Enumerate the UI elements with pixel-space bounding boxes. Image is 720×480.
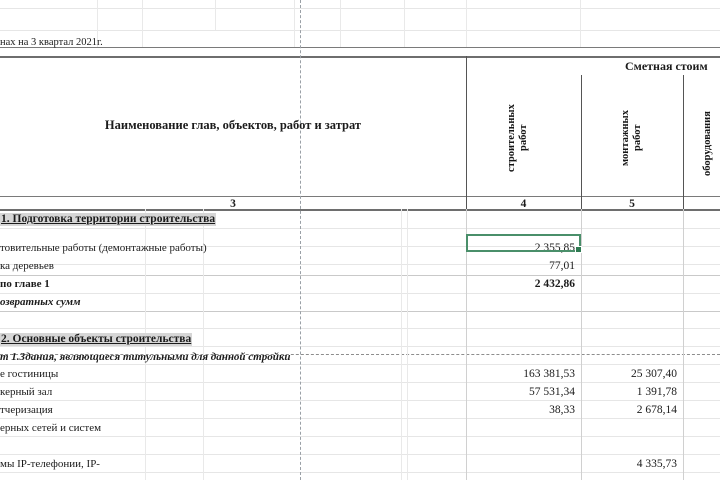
cell-construction-cost[interactable]: 163 381,53 — [523, 368, 575, 380]
cell-construction-cost[interactable]: 2 432,86 — [534, 278, 575, 290]
table-row-label: керный зал — [0, 386, 53, 398]
col4-left-border-body — [466, 209, 467, 480]
table-row-label: мы IP-телефонии, IP- — [0, 458, 100, 470]
cell-construction-cost[interactable]: 77,01 — [549, 260, 575, 272]
table-top-border — [0, 56, 720, 58]
grid-vline — [466, 0, 467, 47]
table-row-label: е гостиницы — [0, 368, 59, 380]
grid-hline — [0, 346, 720, 347]
vheader-line1: строительных — [506, 104, 517, 172]
cell-installation-cost[interactable]: 25 307,40 — [631, 368, 677, 380]
grid-vline — [203, 209, 204, 480]
col5-left-border — [581, 75, 582, 209]
page-break-horizontal — [0, 354, 720, 355]
grid-hline — [0, 8, 720, 9]
table-row-label: товительные работы (демонтажные работы) — [0, 242, 207, 254]
grid-vline — [142, 0, 143, 47]
grid-vline — [340, 0, 341, 47]
chapter-row-1: 1. Подготовка территории строительства — [0, 213, 217, 226]
page-break-vertical — [300, 0, 301, 480]
cell-installation-cost[interactable]: 2 678,14 — [636, 404, 677, 416]
cell-construction-cost[interactable]: 57 531,34 — [529, 386, 575, 398]
price-level-note: нах на 3 квартал 2021г. — [0, 37, 103, 48]
vheader-line1: монтажных — [620, 110, 631, 166]
grid-hline — [0, 264, 720, 265]
vheader-construction-works: строительных работ — [506, 88, 540, 188]
grid-hline — [0, 311, 720, 312]
grid-hline — [0, 47, 720, 48]
colnum-bottom-border — [0, 209, 720, 211]
column-number-installation: 5 — [629, 198, 635, 210]
cell-installation-cost[interactable]: 1 391,78 — [636, 386, 677, 398]
grid-vline — [580, 0, 581, 47]
grid-vline — [215, 0, 216, 30]
grid-hline — [0, 382, 720, 383]
grid-hline — [0, 328, 720, 329]
grid-vline — [407, 209, 408, 480]
table-row-label: озвратных сумм — [0, 296, 81, 308]
grid-hline — [0, 454, 720, 455]
fill-handle[interactable] — [575, 246, 582, 253]
header-bottom-border — [0, 196, 720, 197]
vheader-installation-works: монтажных работ — [620, 88, 654, 188]
table-row-label: по главе 1 — [0, 278, 50, 290]
cell-installation-cost[interactable]: 4 335,73 — [636, 458, 677, 470]
col4-left-border — [466, 56, 467, 209]
col6-left-border — [683, 75, 684, 209]
grid-vline — [294, 0, 295, 47]
table-row-label: ерных сетей и систем — [0, 422, 102, 434]
table-row-label: тчеризация — [0, 404, 53, 416]
vheader-line1: оборудования — [702, 111, 713, 176]
vheader-line2: работ — [632, 124, 643, 152]
table-row-label: ка деревьев — [0, 260, 54, 272]
grid-hline — [0, 472, 720, 473]
chapter-row-2: 2. Основные объекты строительства — [0, 333, 193, 346]
column-number-construction: 4 — [520, 198, 527, 210]
table-row-label: т 1.Здания, являющиеся титульными для да… — [0, 351, 291, 363]
selected-cell[interactable] — [466, 234, 582, 253]
cell-construction-cost[interactable]: 38,33 — [549, 404, 575, 416]
vheader-line2: работ — [518, 124, 529, 152]
grid-vline — [97, 0, 98, 47]
grid-hline — [0, 30, 720, 31]
grid-hline — [0, 293, 720, 294]
grid-hline — [0, 275, 720, 276]
grid-hline — [0, 400, 720, 401]
grid-hline — [0, 228, 720, 229]
grid-hline — [0, 364, 720, 365]
col6-left-border-body — [683, 209, 684, 480]
group-header-estimated-cost: Сметная стоим — [625, 59, 708, 73]
grid-vline — [401, 209, 402, 480]
col5-left-border-body — [581, 209, 582, 480]
column-number-name: 3 — [230, 198, 236, 210]
grid-hline — [0, 246, 720, 247]
grid-hline — [0, 436, 720, 437]
page-title: Наименование глав, объектов, работ и зат… — [104, 118, 362, 132]
grid-vline — [404, 0, 405, 47]
grid-hline — [0, 418, 720, 419]
vheader-equipment: оборудования — [702, 96, 720, 191]
